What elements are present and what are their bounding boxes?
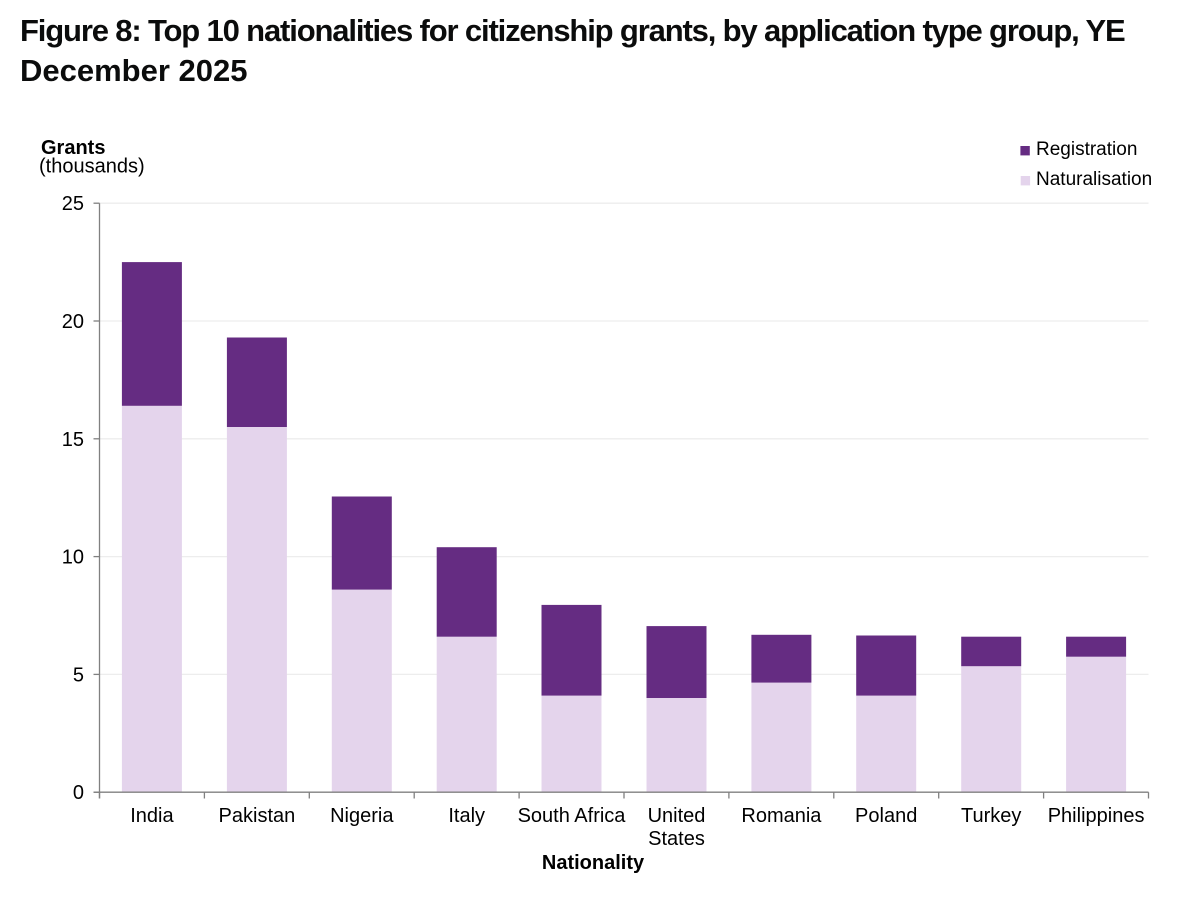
svg-text:Nationality: Nationality	[542, 852, 645, 874]
svg-text:Pakistan: Pakistan	[219, 805, 296, 827]
svg-text:10: 10	[62, 547, 84, 569]
svg-text:Romania: Romania	[741, 805, 822, 827]
svg-text:Registration: Registration	[1036, 139, 1137, 160]
svg-text:5: 5	[73, 664, 84, 686]
svg-text:Italy: Italy	[448, 805, 485, 827]
svg-text:15: 15	[62, 429, 84, 451]
svg-text:Nigeria: Nigeria	[330, 805, 394, 827]
svg-text:United: United	[648, 805, 706, 827]
svg-text:Philippines: Philippines	[1048, 805, 1145, 827]
svg-text:Poland: Poland	[855, 805, 917, 827]
svg-text:0: 0	[73, 782, 84, 804]
svg-text:25: 25	[62, 193, 84, 215]
svg-text:Turkey: Turkey	[961, 805, 1021, 827]
svg-text:Grants: Grants	[41, 137, 105, 159]
svg-text:India: India	[130, 805, 174, 827]
svg-text:Naturalisation: Naturalisation	[1036, 169, 1152, 190]
svg-text:(thousands): (thousands)	[39, 156, 145, 178]
svg-text:South Africa: South Africa	[518, 805, 627, 827]
svg-text:States: States	[648, 828, 705, 850]
svg-text:20: 20	[62, 311, 84, 333]
